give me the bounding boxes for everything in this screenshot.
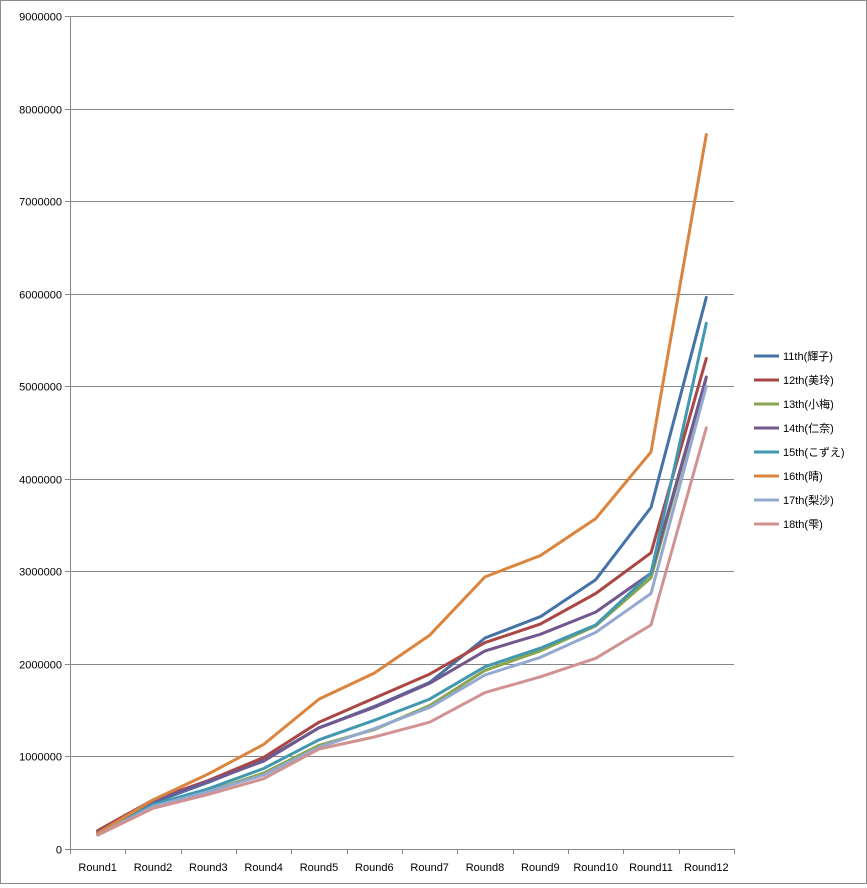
y-tick-label: 6000000 — [19, 290, 62, 302]
y-axis-ticks: 0 1000000 2000000 3000000 4000000 5000000 6000… — [19, 12, 70, 857]
y-tick-label: 0 — [56, 845, 62, 857]
x-tick-label: Round5 — [300, 862, 339, 874]
y-tick-label: 4000000 — [19, 475, 62, 487]
y-tick-label: 3000000 — [19, 567, 62, 579]
gridlines — [70, 16, 734, 757]
axes — [70, 16, 734, 850]
x-tick-label: Round8 — [466, 862, 505, 874]
x-tick-label: Round3 — [189, 862, 228, 874]
legend-label: 13th(小梅) — [783, 397, 834, 411]
y-tick-label: 9000000 — [19, 12, 62, 24]
legend-label: 14th(仁奈) — [783, 421, 834, 435]
x-tick-label: Round2 — [134, 862, 173, 874]
y-tick-label: 2000000 — [19, 660, 62, 672]
series-lines — [96, 133, 708, 837]
legend: 11th(輝子) 12th(美玲) 13th(小梅) 14th(仁奈) 15th(こずえ… — [754, 350, 845, 531]
x-tick-label: Round4 — [244, 862, 283, 874]
series-line — [96, 357, 708, 832]
legend-label: 18th(雫) — [783, 518, 823, 531]
series-line — [96, 384, 708, 837]
x-tick-label: Round10 — [573, 862, 618, 874]
series-line — [96, 375, 708, 834]
y-tick-label: 7000000 — [19, 197, 62, 209]
legend-label: 17th(梨沙) — [783, 493, 834, 507]
y-tick-label: 1000000 — [19, 752, 62, 764]
y-tick-label: 8000000 — [19, 105, 62, 117]
x-tick-label: Round6 — [355, 862, 394, 874]
x-axis-ticks: Round1 Round2 Round3 Round4 Round5 Round6 Roun… — [70, 849, 735, 874]
x-tick-label: Round11 — [629, 862, 673, 874]
x-tick-label: Round7 — [410, 862, 449, 874]
series-line — [96, 295, 708, 833]
series-line — [96, 426, 708, 837]
legend-label: 16th(晴) — [783, 470, 823, 483]
legend-label: 11th(輝子) — [783, 350, 833, 363]
x-tick-label: Round1 — [78, 862, 117, 874]
legend-label: 15th(こずえ) — [783, 446, 845, 459]
legend-label: 12th(美玲) — [783, 374, 834, 387]
y-tick-label: 5000000 — [19, 382, 62, 394]
x-tick-label: Round12 — [684, 862, 729, 874]
x-tick-label: Round9 — [521, 862, 560, 874]
series-line — [96, 321, 708, 835]
series-line — [96, 133, 708, 835]
